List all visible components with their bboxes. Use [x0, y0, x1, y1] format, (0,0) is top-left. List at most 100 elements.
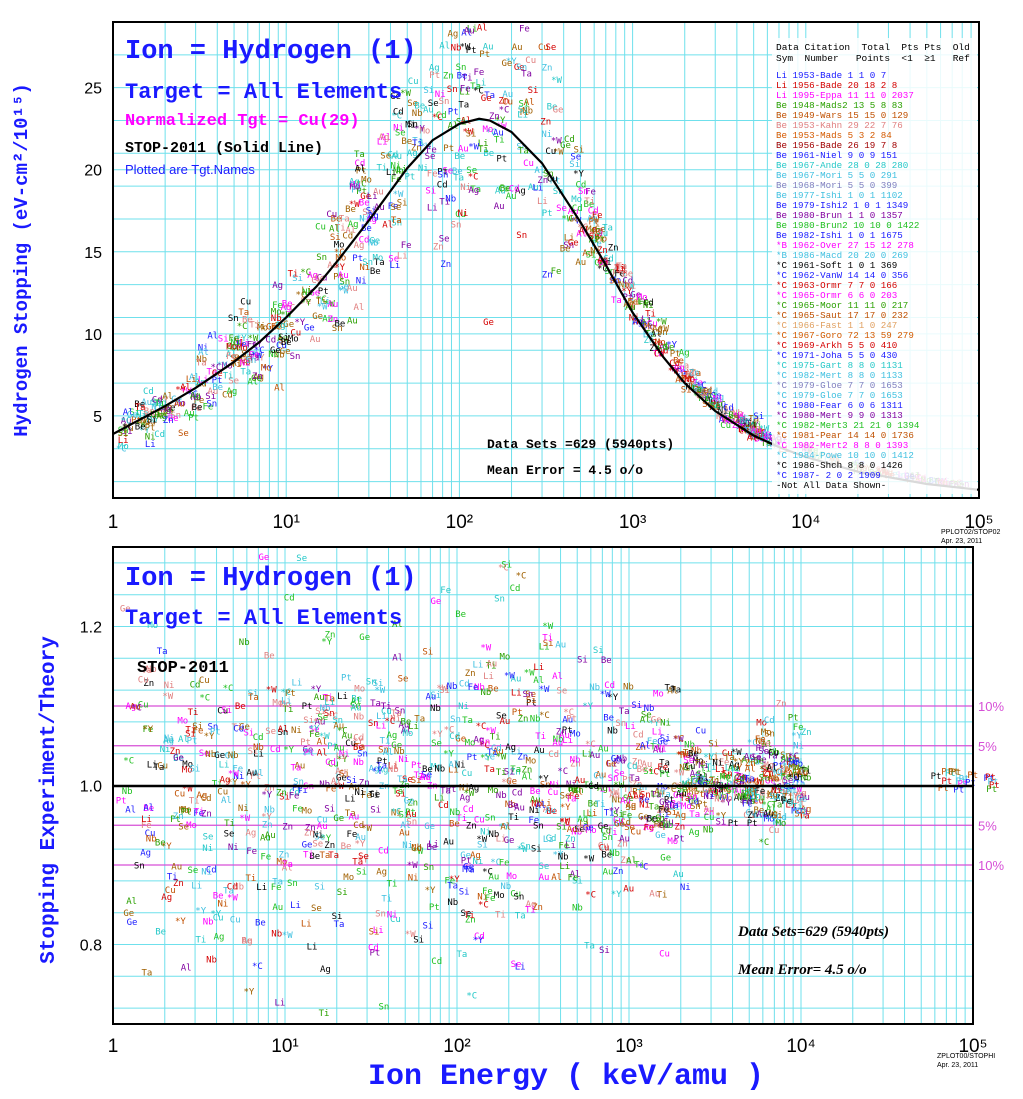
- top-data-point: *Y: [175, 385, 186, 395]
- bottom-data-point: Se: [312, 839, 323, 849]
- bottom-data-point: *Y: [720, 799, 731, 809]
- top-data-point: Ni: [708, 401, 719, 411]
- legend-row: *C 1980-Fear 6 0 6 1311: [776, 400, 903, 411]
- top-data-point: Cd: [702, 387, 713, 397]
- top-data-point: Si: [292, 274, 303, 284]
- bottom-data-point: Mo: [181, 805, 192, 815]
- bottom-data-point: Fe: [326, 785, 337, 795]
- top-data-point: Zn: [327, 315, 338, 325]
- bottom-data-point: Ti: [297, 786, 308, 796]
- bottom-data-point: *C: [327, 712, 338, 722]
- bottom-data-point: Zn: [750, 792, 761, 802]
- bottom-data-point: Au: [399, 721, 410, 731]
- bottom-data-point: Cd: [548, 750, 559, 760]
- bottom-data-point: Cd: [546, 834, 557, 844]
- top-data-point: Li: [564, 234, 575, 244]
- bottom-data-point: Al: [762, 740, 773, 750]
- top-data-point: Au: [723, 405, 734, 415]
- top-data-point: Mo: [261, 364, 272, 374]
- bottom-data-point: Ni: [679, 763, 690, 773]
- top-data-point: Ti: [316, 297, 327, 307]
- bottom-data-point: Ni: [164, 681, 175, 691]
- bottom-data-point: *W: [496, 753, 507, 763]
- bottom-data-point: Al: [792, 768, 803, 778]
- top-data-point: Se: [388, 254, 399, 264]
- bottom-data-point: Ti: [496, 768, 507, 778]
- bottom-data-point: Si: [356, 868, 367, 878]
- top-data-point: Ta: [339, 215, 350, 225]
- bottom-data-point: Cd: [651, 816, 662, 826]
- bottom-data-point: Al: [775, 793, 786, 803]
- bottom-data-point: Li: [651, 789, 662, 799]
- bottom-data-point: Ni: [660, 719, 671, 729]
- bottom-data-point: Al: [533, 676, 544, 686]
- bottom-data-point: Li: [652, 728, 663, 738]
- bottom-data-point: Be: [455, 610, 466, 620]
- bottom-data-point: Fe: [780, 772, 791, 782]
- top-data-point: Zn: [242, 356, 253, 366]
- top-data-point: Au: [208, 387, 219, 397]
- bottom-data-point: Mo: [688, 795, 699, 805]
- bottom-data-point: Ag: [626, 801, 637, 811]
- bottom-data-point: Ag: [163, 737, 174, 747]
- top-data-point: Zn: [443, 71, 454, 81]
- top-data-point: Nb: [686, 369, 697, 379]
- bottom-data-point: Cu: [797, 768, 808, 778]
- bottom-data-point: Sn: [533, 822, 544, 832]
- bottom-data-point: *Y: [311, 685, 322, 695]
- top-data-point: Zn: [275, 321, 286, 331]
- bottom-data-point: Au: [351, 704, 362, 714]
- top-data-point: Se: [362, 208, 373, 218]
- top-data-point: Zn: [163, 416, 174, 426]
- top-data-point: Pt: [154, 411, 165, 421]
- bottom-data-point: Fe: [440, 586, 451, 596]
- bottom-data-point: Ge: [302, 841, 313, 851]
- legend-row: *C 1987- 2 0 2 1909: [776, 470, 881, 481]
- bottom-data-point: Cd: [795, 807, 806, 817]
- bottom-data-point: Cd: [688, 798, 699, 808]
- bottom-data-point: Nb: [684, 740, 695, 750]
- top-data-point: *W: [248, 334, 259, 344]
- bottom-data-point: Nb: [253, 743, 264, 753]
- bottom-data-point: Li: [785, 800, 796, 810]
- bottom-data-point: *C: [539, 711, 550, 721]
- bottom-data-point: Mo: [277, 857, 288, 867]
- bottom-data-point: Si: [631, 701, 642, 711]
- top-data-point: Zn: [766, 437, 777, 447]
- top-x-tick-label: 10⁵: [964, 512, 993, 533]
- top-data-sets-note: Data Sets =629 (5940pts): [487, 437, 674, 452]
- top-data-point: Be: [755, 431, 766, 441]
- bottom-data-point: Nb: [447, 682, 458, 692]
- bottom-x-tick-label: 10²: [443, 1036, 470, 1057]
- top-data-point: Ni: [718, 407, 729, 417]
- bottom-data-point: Ge: [721, 771, 732, 781]
- top-data-point: *C: [577, 223, 588, 233]
- bottom-data-point: Be: [671, 799, 682, 809]
- bottom-data-point: Mo: [667, 837, 678, 847]
- bottom-data-point: *Y: [656, 823, 667, 833]
- top-data-point: Ge: [266, 322, 277, 332]
- bottom-data-point: Ag: [729, 761, 740, 771]
- top-data-point: Cd: [576, 181, 587, 191]
- bottom-data-point: *W: [480, 644, 491, 654]
- bottom-data-point: Ni: [339, 749, 350, 759]
- top-data-point: Be: [401, 137, 412, 147]
- bottom-data-point: Zn: [305, 824, 316, 834]
- bottom-data-point: Al: [771, 784, 782, 794]
- bottom-data-point: Cd: [431, 957, 442, 967]
- bottom-data-point: Zn: [704, 808, 715, 818]
- bottom-data-point: Au: [555, 640, 566, 650]
- bottom-data-point: Al: [745, 765, 756, 775]
- bottom-data-point: Ti: [607, 828, 618, 838]
- bottom-data-point: Ni: [398, 755, 409, 765]
- bottom-data-point: *Y: [352, 737, 363, 747]
- bottom-data-point: Ag: [633, 792, 644, 802]
- top-data-point: Cd: [669, 359, 680, 369]
- top-data-point: Ag: [368, 212, 379, 222]
- bottom-data-point: Se: [758, 747, 769, 757]
- bottom-data-point: Nb: [388, 765, 399, 775]
- top-data-point: Ni: [752, 422, 763, 432]
- top-data-point: Fe: [519, 24, 530, 34]
- bottom-data-point: Ta: [291, 764, 302, 774]
- bottom-data-point: Sn: [134, 862, 145, 872]
